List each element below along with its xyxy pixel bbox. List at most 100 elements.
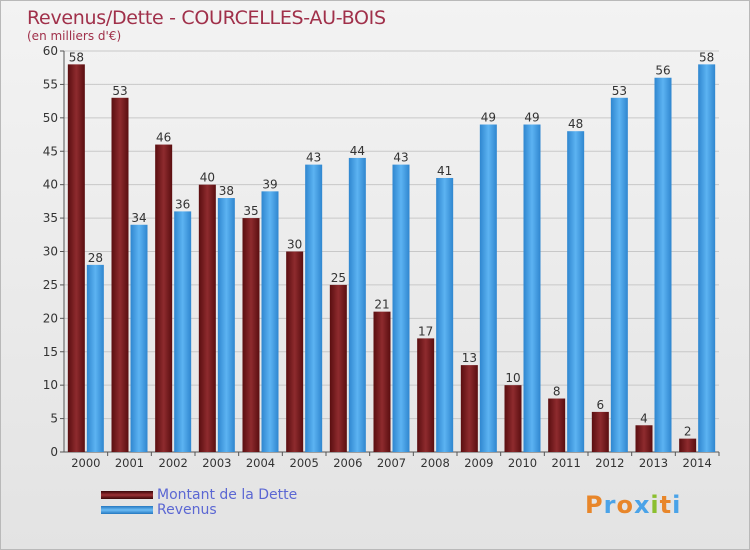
y-tick-label: 10 [43, 378, 58, 392]
legend-label-dette: Montant de la Dette [157, 487, 298, 503]
bar-dette [417, 338, 435, 452]
y-tick-label: 0 [50, 445, 58, 459]
data-label-revenus: 49 [481, 111, 496, 125]
x-tick-label: 2012 [595, 456, 624, 470]
data-label-dette: 25 [331, 271, 346, 285]
bar-revenus [610, 97, 628, 453]
bar-dette [242, 218, 260, 452]
logo-letter: P [585, 491, 604, 519]
proxiti-logo: Proxiti [585, 491, 681, 519]
data-label-dette: 2 [684, 425, 692, 439]
bar-dette [111, 97, 129, 453]
x-tick-label: 2013 [639, 456, 668, 470]
x-tick-label: 2001 [115, 456, 144, 470]
data-label-revenus: 49 [524, 111, 539, 125]
bar-dette [635, 425, 653, 452]
y-tick-label: 40 [43, 178, 58, 192]
bar-revenus [174, 211, 192, 452]
data-label-revenus: 41 [437, 164, 452, 178]
x-tick-label: 2009 [464, 456, 493, 470]
bar-dette [460, 365, 478, 452]
bar-revenus [130, 224, 148, 452]
legend-swatch-dette [101, 491, 153, 499]
y-tick-label: 50 [43, 111, 58, 125]
data-label-dette: 30 [287, 238, 302, 252]
bar-dette [373, 311, 391, 452]
x-tick-label: 2005 [290, 456, 319, 470]
x-tick-label: 2004 [246, 456, 275, 470]
data-label-dette: 46 [156, 131, 171, 145]
data-label-revenus: 39 [262, 177, 277, 191]
data-label-revenus: 28 [88, 251, 103, 265]
x-tick-label: 2010 [508, 456, 537, 470]
data-label-revenus: 43 [306, 151, 321, 165]
x-tick-label: 2007 [377, 456, 406, 470]
legend-label-revenus: Revenus [157, 502, 217, 518]
y-tick-label: 15 [43, 345, 58, 359]
logo-letter: x [633, 491, 651, 519]
legend-swatch-revenus [101, 506, 153, 514]
logo-letter: i [672, 491, 682, 519]
bar-dette [504, 385, 522, 452]
x-tick-label: 2006 [333, 456, 362, 470]
bar-dette [329, 284, 347, 452]
y-tick-label: 5 [50, 412, 58, 426]
y-tick-label: 20 [43, 311, 58, 325]
bar-revenus [305, 164, 323, 452]
logo-letter: i [650, 491, 660, 519]
bar-revenus [654, 77, 672, 452]
data-label-dette: 21 [374, 298, 389, 312]
data-label-dette: 6 [597, 398, 605, 412]
data-label-revenus: 56 [655, 64, 670, 78]
data-label-revenus: 43 [393, 151, 408, 165]
data-label-dette: 40 [200, 171, 215, 185]
data-label-dette: 53 [112, 84, 127, 98]
x-tick-label: 2008 [421, 456, 450, 470]
y-tick-label: 30 [43, 245, 58, 259]
x-tick-label: 2003 [202, 456, 231, 470]
data-label-dette: 35 [243, 204, 258, 218]
data-label-revenus: 48 [568, 117, 583, 131]
logo-letter: o [616, 491, 634, 519]
bar-revenus [86, 264, 104, 452]
data-label-revenus: 58 [699, 50, 714, 64]
data-label-revenus: 44 [350, 144, 365, 158]
x-tick-label: 2000 [71, 456, 100, 470]
logo-letter: r [603, 491, 617, 519]
y-tick-label: 35 [43, 211, 58, 225]
data-label-dette: 4 [640, 411, 648, 425]
x-tick-label: 2002 [159, 456, 188, 470]
bar-dette [679, 438, 697, 452]
bar-revenus [348, 157, 366, 452]
data-label-dette: 10 [505, 371, 520, 385]
y-tick-label: 25 [43, 278, 58, 292]
x-tick-label: 2011 [552, 456, 581, 470]
data-label-revenus: 34 [131, 211, 146, 225]
bar-revenus [261, 191, 279, 452]
y-tick-label: 45 [43, 144, 58, 158]
bar-dette [286, 251, 304, 452]
bar-dette [67, 64, 85, 452]
bar-dette [155, 144, 173, 453]
bar-dette [591, 411, 609, 452]
bar-dette [198, 184, 216, 452]
bar-dette [548, 398, 566, 452]
data-label-dette: 58 [69, 50, 84, 64]
y-tick-label: 55 [43, 77, 58, 91]
logo-letter: t [659, 491, 673, 519]
bar-revenus [217, 198, 235, 452]
data-label-revenus: 38 [219, 184, 234, 198]
data-label-dette: 8 [553, 385, 561, 399]
bar-revenus [698, 64, 716, 452]
bar-revenus [567, 131, 585, 452]
data-label-revenus: 53 [612, 84, 627, 98]
x-tick-label: 2014 [683, 456, 712, 470]
bar-revenus [523, 124, 541, 453]
bar-revenus [392, 164, 410, 452]
chart-subtitle: (en milliers d'€) [27, 29, 122, 43]
y-tick-label: 60 [43, 44, 58, 58]
data-label-revenus: 36 [175, 197, 190, 211]
bar-revenus [436, 177, 454, 452]
